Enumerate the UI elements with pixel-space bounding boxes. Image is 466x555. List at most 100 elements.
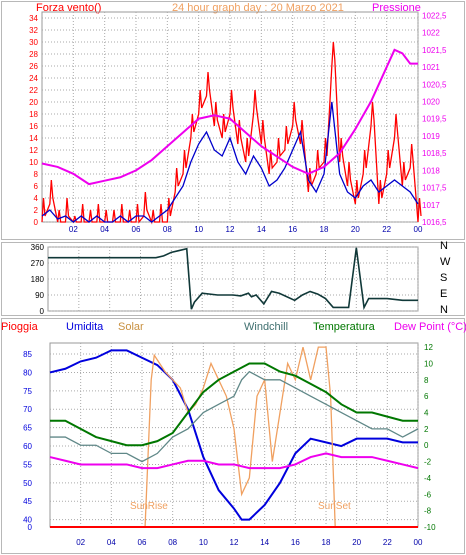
- legend-temperature: Temperatura: [313, 321, 375, 333]
- compass-west-label: W: [440, 256, 451, 268]
- series-solar-line: [50, 346, 418, 528]
- series-windchill-line: [50, 370, 419, 463]
- y-tick-label-left: 34: [29, 14, 38, 23]
- x-tick-label: 00: [414, 225, 423, 234]
- legend-solar: Solar: [118, 321, 144, 333]
- compass-east-label: E: [440, 288, 448, 300]
- x-tick-label: 22: [383, 538, 392, 547]
- y-tick-label-left: 65: [23, 424, 32, 433]
- x-tick-label: 06: [138, 538, 147, 547]
- y-tick-label-direction: 0: [40, 307, 45, 316]
- y-tick-label-right: 1022,5: [422, 11, 447, 20]
- x-tick-label: 16: [291, 538, 300, 547]
- y-tick-label-left: 20: [29, 98, 38, 107]
- series-wind-line: [41, 41, 422, 225]
- chart-title: 24 hour graph day : 20 Marzo 2021: [172, 2, 344, 14]
- wind-axis-label: Forza vento(): [36, 2, 102, 14]
- x-tick-label: 06: [132, 225, 141, 234]
- x-tick-label: 12: [226, 225, 235, 234]
- y-tick-label-right: 0: [424, 441, 429, 450]
- y-tick-label-right: 1016,5: [422, 218, 447, 227]
- sunrise-label: SunRise: [130, 501, 168, 512]
- y-tick-label-left: 70: [23, 405, 32, 414]
- y-tick-label-left: 55: [23, 460, 32, 469]
- y-tick-label-left: 75: [23, 387, 32, 396]
- wind-direction-chart-frame: [1, 242, 465, 316]
- y-tick-label-left: 18: [29, 110, 38, 119]
- y-tick-label-right: 1020: [422, 98, 440, 107]
- y-tick-label-direction: 360: [31, 243, 45, 252]
- y-tick-label-left: 30: [29, 38, 38, 47]
- y-tick-label-right: 4: [424, 409, 429, 418]
- y-tick-label-right: 1021,5: [422, 46, 447, 55]
- x-tick-label: 08: [168, 538, 177, 547]
- y-tick-label-left: 50: [23, 479, 32, 488]
- y-tick-label-right: 1019: [422, 132, 440, 141]
- y-tick-label-left: 2: [34, 206, 39, 215]
- y-tick-label-right: 8: [424, 376, 429, 385]
- x-tick-label: 04: [107, 538, 116, 547]
- y-tick-label-left: 10: [29, 158, 38, 167]
- y-tick-label-left: 22: [29, 86, 38, 95]
- series-dewpoint-line: [49, 452, 419, 470]
- x-tick-label: 00: [414, 538, 423, 547]
- y-tick-label-right: -10: [424, 523, 436, 532]
- x-tick-label: 22: [382, 225, 391, 234]
- wind-pressure-chart-frame: [1, 1, 465, 240]
- series-temperature-line: [50, 362, 418, 447]
- y-tick-label-right: 1022: [422, 29, 440, 38]
- x-tick-label: 18: [322, 538, 331, 547]
- series-gust-line: [41, 101, 419, 223]
- y-tick-label-left: 0: [34, 218, 39, 227]
- y-tick-label-left: 0: [28, 523, 33, 532]
- y-tick-label-right: 6: [424, 392, 429, 401]
- temperature-chart-frame: [1, 318, 465, 554]
- x-tick-label: 10: [199, 538, 208, 547]
- y-tick-label-left: 16: [29, 122, 38, 131]
- series-pressure-line: [41, 48, 418, 186]
- x-tick-label: 08: [163, 225, 172, 234]
- y-tick-label-right: 12: [424, 343, 433, 352]
- y-tick-label-right: 1020,5: [422, 80, 447, 89]
- y-tick-label-left: 24: [29, 74, 38, 83]
- y-tick-label-left: 32: [29, 26, 38, 35]
- x-tick-label: 20: [351, 225, 360, 234]
- y-tick-label-right: 1017,5: [422, 184, 447, 193]
- legend-rain: Pioggia: [1, 321, 38, 333]
- y-tick-label-right: 1018: [422, 166, 440, 175]
- x-tick-label: 14: [260, 538, 269, 547]
- y-tick-label-left: 14: [29, 134, 38, 143]
- compass-north-bottom-label: N: [440, 304, 448, 316]
- series-humidity-line: [49, 349, 418, 521]
- y-tick-label-left: 26: [29, 62, 38, 71]
- pressure-axis-label: Pressione: [372, 2, 421, 14]
- compass-north-label: N: [440, 240, 448, 252]
- y-tick-label-left: 12: [29, 146, 38, 155]
- y-tick-label-left: 8: [34, 170, 39, 179]
- y-tick-label-right: 1017: [422, 201, 440, 210]
- y-tick-label-left: 28: [29, 50, 38, 59]
- legend-humidity: Umidita: [66, 321, 104, 333]
- x-tick-label: 14: [257, 225, 266, 234]
- y-tick-label-direction: 90: [35, 291, 44, 300]
- x-tick-label: 04: [100, 225, 109, 234]
- y-tick-label-left: 45: [23, 497, 32, 506]
- y-tick-label-left: 4: [34, 194, 39, 203]
- y-tick-label-right: -8: [424, 507, 432, 516]
- y-tick-label-right: 2: [424, 425, 429, 434]
- y-tick-label-direction: 270: [31, 259, 45, 268]
- y-tick-label-left: 85: [23, 350, 32, 359]
- y-tick-label-left: 40: [23, 516, 32, 525]
- y-tick-label-right: 1018,5: [422, 149, 447, 158]
- y-tick-label-right: 1021: [422, 63, 440, 72]
- x-tick-label: 18: [320, 225, 329, 234]
- legend-dewpoint: Dew Point (°C): [394, 321, 466, 333]
- x-tick-label: 20: [352, 538, 361, 547]
- y-tick-label-right: -4: [424, 474, 432, 483]
- y-tick-label-right: -2: [424, 458, 432, 467]
- y-tick-label-right: 1019,5: [422, 115, 447, 124]
- series-direction-line: [48, 247, 418, 311]
- y-tick-label-direction: 180: [31, 275, 45, 284]
- y-tick-label-right: 10: [424, 359, 433, 368]
- x-tick-label: 02: [69, 225, 78, 234]
